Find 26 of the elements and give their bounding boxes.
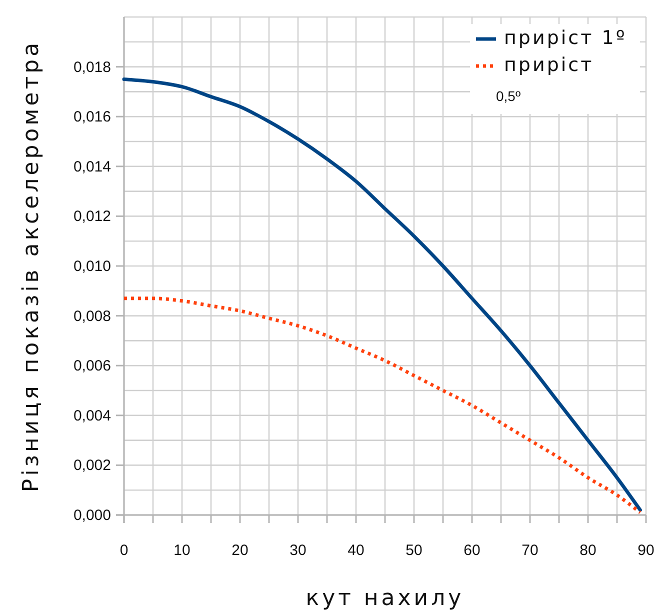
y-axis-title: Різниця показів акселерометра bbox=[19, 40, 44, 492]
y-tick-label: 0,010 bbox=[73, 258, 111, 275]
y-tick-label: 0,008 bbox=[73, 308, 111, 325]
x-tick-label: 60 bbox=[464, 542, 480, 559]
y-tick-label: 0,002 bbox=[73, 457, 111, 474]
x-tick-label: 50 bbox=[406, 542, 422, 559]
y-tick-label: 0,014 bbox=[73, 158, 111, 176]
x-tick-label: 0 bbox=[120, 542, 128, 559]
y-tick-label: 0,012 bbox=[73, 208, 111, 226]
y-tick-label: 0,016 bbox=[73, 108, 111, 126]
line-series bbox=[122, 296, 642, 514]
x-tick-label: 90 bbox=[638, 542, 654, 559]
x-tick-label: 80 bbox=[580, 542, 596, 559]
y-tick-label: 0,000 bbox=[73, 507, 111, 524]
x-tick-label: 10 bbox=[174, 542, 190, 559]
y-tick-label: 0,018 bbox=[73, 58, 111, 76]
x-tick-label: 30 bbox=[290, 542, 306, 559]
line-series bbox=[122, 78, 642, 512]
y-tick-label: 0,006 bbox=[73, 358, 111, 375]
x-tick-label: 20 bbox=[232, 542, 248, 559]
x-tick-label: 70 bbox=[522, 542, 538, 559]
legend-label: приріст 1º bbox=[504, 27, 627, 49]
legend-label: приріст 0,5º bbox=[496, 54, 594, 104]
x-axis-title: кут нахилу bbox=[306, 586, 464, 611]
x-tick-label: 40 bbox=[348, 542, 364, 559]
y-tick-label: 0,004 bbox=[73, 407, 111, 424]
